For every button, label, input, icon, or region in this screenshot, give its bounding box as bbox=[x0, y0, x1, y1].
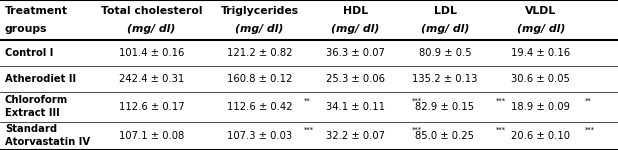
Text: 107.1 ± 0.08: 107.1 ± 0.08 bbox=[119, 131, 184, 141]
Text: 112.6 ± 0.42: 112.6 ± 0.42 bbox=[227, 102, 292, 112]
Text: (mg/ dl): (mg/ dl) bbox=[235, 24, 284, 34]
Text: LDL: LDL bbox=[433, 6, 457, 16]
Text: HDL: HDL bbox=[343, 6, 368, 16]
Text: ***: *** bbox=[304, 126, 314, 132]
Text: 107.3 ± 0.03: 107.3 ± 0.03 bbox=[227, 131, 292, 141]
Text: ***: *** bbox=[585, 126, 595, 132]
Text: ***: *** bbox=[496, 98, 506, 103]
Text: 135.2 ± 0.13: 135.2 ± 0.13 bbox=[412, 74, 478, 84]
Text: 85.0 ± 0.25: 85.0 ± 0.25 bbox=[415, 131, 475, 141]
Text: 30.6 ± 0.05: 30.6 ± 0.05 bbox=[511, 74, 570, 84]
Text: 19.4 ± 0.16: 19.4 ± 0.16 bbox=[511, 48, 570, 58]
Text: VLDL: VLDL bbox=[525, 6, 556, 16]
Text: Triglycerides: Triglycerides bbox=[221, 6, 298, 16]
Text: 20.6 ± 0.10: 20.6 ± 0.10 bbox=[511, 131, 570, 141]
Text: (mg/ dl): (mg/ dl) bbox=[517, 24, 565, 34]
Text: Atorvastatin IV: Atorvastatin IV bbox=[5, 137, 90, 147]
Text: Control I: Control I bbox=[5, 48, 53, 58]
Text: ***: *** bbox=[412, 98, 422, 103]
Text: 80.9 ± 0.5: 80.9 ± 0.5 bbox=[418, 48, 472, 58]
Text: (mg/ dl): (mg/ dl) bbox=[421, 24, 469, 34]
Text: **: ** bbox=[585, 98, 592, 103]
Text: 82.9 ± 0.15: 82.9 ± 0.15 bbox=[415, 102, 475, 112]
Text: groups: groups bbox=[5, 24, 48, 34]
Text: Extract III: Extract III bbox=[5, 108, 60, 118]
Text: (mg/ dl): (mg/ dl) bbox=[127, 24, 176, 34]
Text: 18.9 ± 0.09: 18.9 ± 0.09 bbox=[511, 102, 570, 112]
Text: 121.2 ± 0.82: 121.2 ± 0.82 bbox=[227, 48, 292, 58]
Text: 160.8 ± 0.12: 160.8 ± 0.12 bbox=[227, 74, 292, 84]
Text: 101.4 ± 0.16: 101.4 ± 0.16 bbox=[119, 48, 184, 58]
Text: 34.1 ± 0.11: 34.1 ± 0.11 bbox=[326, 102, 385, 112]
Text: **: ** bbox=[304, 98, 311, 103]
Text: Total cholesterol: Total cholesterol bbox=[101, 6, 202, 16]
Text: Chloroform: Chloroform bbox=[5, 95, 68, 105]
Text: 25.3 ± 0.06: 25.3 ± 0.06 bbox=[326, 74, 385, 84]
Text: Standard: Standard bbox=[5, 124, 57, 135]
Text: 112.6 ± 0.17: 112.6 ± 0.17 bbox=[119, 102, 184, 112]
Text: Treatment: Treatment bbox=[5, 6, 68, 16]
Text: 36.3 ± 0.07: 36.3 ± 0.07 bbox=[326, 48, 385, 58]
Text: ***: *** bbox=[496, 126, 506, 132]
Text: ***: *** bbox=[412, 126, 422, 132]
Text: Atherodiet II: Atherodiet II bbox=[5, 74, 76, 84]
Text: (mg/ dl): (mg/ dl) bbox=[331, 24, 379, 34]
Text: 242.4 ± 0.31: 242.4 ± 0.31 bbox=[119, 74, 184, 84]
Text: 32.2 ± 0.07: 32.2 ± 0.07 bbox=[326, 131, 385, 141]
